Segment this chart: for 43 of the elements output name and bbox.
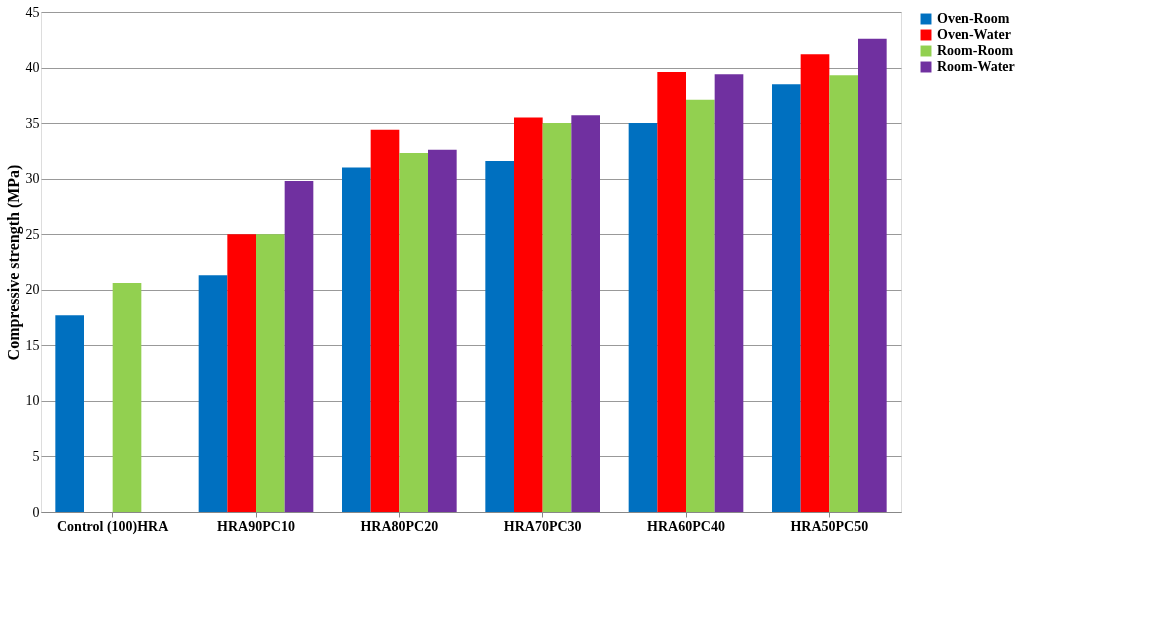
bar	[112, 283, 142, 512]
legend-label: Room-Water	[937, 59, 1015, 74]
bar	[829, 75, 858, 512]
x-tick-label: HRA50PC50	[790, 518, 869, 534]
y-tick-label: 35	[25, 115, 40, 131]
bar	[858, 38, 887, 512]
y-tick-label: 15	[25, 337, 40, 353]
y-axis-title: Compressive strength (MPa)	[4, 164, 23, 361]
y-tick-label: 30	[25, 171, 40, 187]
bar	[198, 275, 228, 512]
x-tick-label: Control (100)HRA	[56, 518, 170, 535]
y-tick-label: 5	[32, 448, 40, 464]
bar	[485, 160, 514, 512]
bar	[370, 129, 400, 512]
y-tick-label: 10	[25, 393, 40, 409]
bar	[227, 234, 256, 512]
bar	[714, 74, 744, 512]
bar	[256, 234, 285, 512]
x-tick-label: HRA90PC10	[217, 518, 295, 534]
y-tick-label: 20	[25, 282, 40, 298]
bar	[428, 149, 457, 512]
bar	[55, 315, 84, 512]
bar	[571, 115, 600, 512]
bar	[772, 84, 801, 512]
bar	[800, 54, 830, 512]
bar	[399, 153, 428, 512]
y-tick-label: 40	[25, 60, 40, 76]
x-tick-label: HRA80PC20	[360, 518, 439, 534]
y-tick-label: 25	[25, 226, 40, 242]
bar	[514, 117, 543, 512]
x-tick-label: HRA70PC30	[503, 518, 582, 534]
bar	[342, 167, 371, 512]
bar	[628, 123, 658, 512]
legend-label: Oven-Room	[937, 11, 1010, 26]
y-tick-label: 0	[32, 504, 40, 520]
legend-label: Room-Room	[937, 43, 1014, 58]
bar	[542, 123, 572, 512]
bar	[657, 72, 686, 512]
legend-label: Oven-Water	[937, 27, 1011, 42]
bar	[284, 180, 314, 512]
y-tick-label: 45	[25, 4, 40, 20]
bar	[686, 99, 715, 512]
x-tick-label: HRA60PC40	[647, 518, 725, 534]
